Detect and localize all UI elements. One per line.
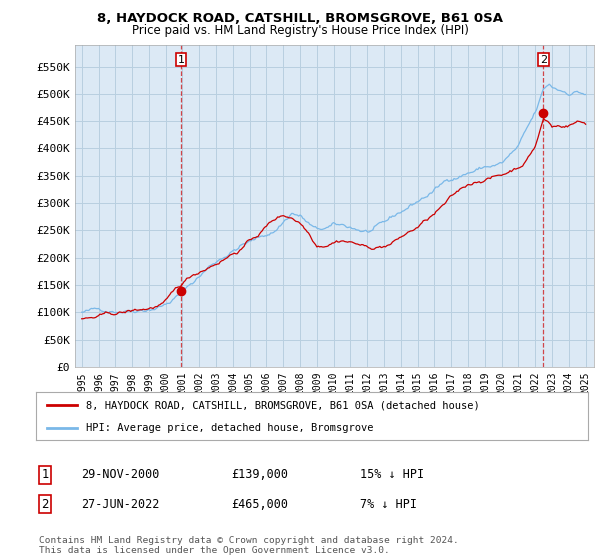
Text: Contains HM Land Registry data © Crown copyright and database right 2024.
This d: Contains HM Land Registry data © Crown c…	[39, 536, 459, 556]
Text: 7% ↓ HPI: 7% ↓ HPI	[360, 497, 417, 511]
Text: 15% ↓ HPI: 15% ↓ HPI	[360, 468, 424, 482]
Text: HPI: Average price, detached house, Bromsgrove: HPI: Average price, detached house, Brom…	[86, 423, 373, 433]
Text: 8, HAYDOCK ROAD, CATSHILL, BROMSGROVE, B61 0SA: 8, HAYDOCK ROAD, CATSHILL, BROMSGROVE, B…	[97, 12, 503, 25]
Text: 27-JUN-2022: 27-JUN-2022	[81, 497, 160, 511]
Text: Price paid vs. HM Land Registry's House Price Index (HPI): Price paid vs. HM Land Registry's House …	[131, 24, 469, 36]
Text: 1: 1	[41, 468, 49, 482]
Text: 1: 1	[178, 54, 184, 64]
Text: 2: 2	[41, 497, 49, 511]
Text: 2: 2	[540, 54, 547, 64]
Text: £139,000: £139,000	[231, 468, 288, 482]
Text: £465,000: £465,000	[231, 497, 288, 511]
Text: 29-NOV-2000: 29-NOV-2000	[81, 468, 160, 482]
Text: 8, HAYDOCK ROAD, CATSHILL, BROMSGROVE, B61 0SA (detached house): 8, HAYDOCK ROAD, CATSHILL, BROMSGROVE, B…	[86, 400, 479, 410]
